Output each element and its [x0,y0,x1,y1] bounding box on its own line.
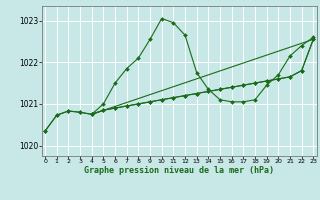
X-axis label: Graphe pression niveau de la mer (hPa): Graphe pression niveau de la mer (hPa) [84,166,274,175]
